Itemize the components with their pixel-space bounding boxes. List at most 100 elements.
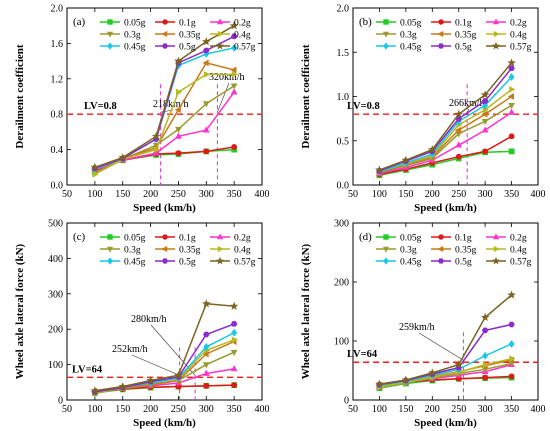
x-tick-label: 200 bbox=[425, 404, 440, 415]
legend: 0.05g 0.1g 0.2g 0.3g 0.35g 0.4g 0.45g 0.5g 0.57g bbox=[376, 18, 532, 53]
panel-label: (d) bbox=[359, 231, 372, 243]
speed-marker-leader bbox=[466, 108, 470, 113]
data-point-0.5g bbox=[481, 327, 489, 334]
legend-marker bbox=[162, 43, 168, 49]
panel-label: (c) bbox=[73, 231, 86, 243]
data-point-0.1g bbox=[175, 150, 182, 157]
x-axis-label: Speed (km/h) bbox=[133, 417, 196, 429]
series-line-0.45g bbox=[379, 76, 513, 173]
x-tick-label: 50 bbox=[348, 404, 358, 415]
data-point-0.1g bbox=[231, 382, 238, 389]
data-point-0.4g bbox=[92, 171, 99, 178]
data-point-0.2g bbox=[230, 88, 238, 95]
legend-marker bbox=[492, 41, 500, 50]
series-line-0.2g bbox=[379, 111, 512, 175]
data-point-0.57g bbox=[480, 312, 490, 322]
data-point-0.1g bbox=[482, 374, 489, 381]
x-tick-label: 100 bbox=[372, 189, 387, 200]
legend-marker bbox=[383, 257, 389, 265]
legend-label: 0.57g bbox=[234, 258, 256, 268]
legend-marker bbox=[107, 234, 113, 240]
data-point-0.1g bbox=[203, 382, 210, 389]
series-line-0.35g bbox=[379, 95, 512, 174]
data-point-0.3g bbox=[230, 349, 238, 356]
legend-marker bbox=[107, 42, 113, 50]
legend-marker bbox=[216, 18, 224, 25]
x-tick-label: 400 bbox=[531, 189, 546, 200]
data-point-0.57g bbox=[146, 376, 155, 385]
legend-label: 0.4g bbox=[510, 246, 527, 256]
y-tick-label: 0.8 bbox=[51, 110, 64, 121]
data-point-0.4g bbox=[203, 71, 211, 78]
legend-label: 0.3g bbox=[400, 31, 417, 41]
chart-panel-0: 50 100 150 200 250 300 350 400 0.0 0.4 0.8 1.2 1.6 2.… bbox=[14, 4, 270, 215]
data-point-0.35g bbox=[174, 106, 181, 114]
data-point-0.4g bbox=[153, 146, 160, 153]
x-axis-label: Speed (km/h) bbox=[414, 202, 477, 214]
legend-label: 0.2g bbox=[510, 234, 527, 244]
data-point-0.45g bbox=[231, 43, 238, 52]
y-axis-label: Derailment coefficient bbox=[14, 44, 26, 148]
y-tick-label: 0.0 bbox=[337, 181, 350, 192]
legend-label: 0.5g bbox=[179, 43, 196, 53]
legend: 0.05g 0.1g 0.2g 0.3g 0.35g 0.4g 0.45g 0.5g 0.57g bbox=[100, 18, 256, 53]
x-tick-label: 400 bbox=[531, 404, 546, 415]
legend-marker bbox=[216, 256, 224, 265]
data-point-0.2g bbox=[152, 149, 160, 156]
y-tick-label: 0 bbox=[58, 396, 63, 407]
x-tick-label: 300 bbox=[478, 189, 493, 200]
data-point-0.57g bbox=[202, 299, 211, 308]
y-tick-label: 2.0 bbox=[51, 4, 64, 15]
threshold-label: LV=64 bbox=[347, 349, 378, 360]
series-line-0.57g bbox=[94, 25, 235, 169]
x-tick-label: 150 bbox=[115, 189, 130, 200]
legend-marker bbox=[106, 31, 114, 38]
data-point-0.35g bbox=[481, 110, 488, 118]
data-point-0.1g bbox=[231, 144, 238, 150]
legend-marker bbox=[162, 19, 168, 25]
legend-marker bbox=[383, 42, 389, 50]
data-point-0.57g bbox=[401, 155, 411, 164]
y-tick-label: 2.0 bbox=[337, 4, 350, 15]
speed-marker-label: 280km/h bbox=[131, 314, 167, 325]
data-point-0.57g bbox=[454, 360, 463, 369]
y-tick-label: 1.0 bbox=[337, 92, 350, 103]
chart-panel-1: 50 100 150 200 250 300 350 400 0.0 0.5 1.0 1.5 2.0 Sp… bbox=[300, 4, 546, 215]
data-point-0.4g bbox=[176, 88, 183, 96]
legend-label: 0.1g bbox=[179, 19, 196, 29]
data-point-0.2g bbox=[230, 365, 238, 372]
legend-label: 0.4g bbox=[510, 31, 527, 41]
plot-frame bbox=[66, 7, 263, 186]
data-point-0.57g bbox=[428, 368, 437, 377]
x-tick-label: 350 bbox=[504, 404, 519, 415]
legend-label: 0.57g bbox=[510, 258, 532, 268]
data-point-0.3g bbox=[202, 362, 210, 369]
speed-marker-label: 266km/h bbox=[449, 98, 485, 109]
plot-frame bbox=[352, 222, 539, 401]
legend-marker bbox=[161, 30, 168, 38]
x-tick-label: 100 bbox=[87, 189, 102, 200]
legend-label: 0.05g bbox=[124, 234, 146, 244]
y-tick-label: 200 bbox=[48, 325, 63, 336]
legend-label: 0.05g bbox=[400, 234, 422, 244]
legend-label: 0.45g bbox=[400, 258, 422, 268]
legend-label: 0.05g bbox=[400, 19, 422, 29]
series-line-0.4g bbox=[94, 73, 235, 176]
panel-label: (b) bbox=[359, 16, 372, 28]
data-point-0.45g bbox=[482, 351, 489, 360]
data-point-0.5g bbox=[203, 47, 210, 54]
legend: 0.05g 0.1g 0.2g 0.3g 0.35g 0.4g 0.45g 0.5g 0.57g bbox=[376, 233, 532, 268]
legend-label: 0.35g bbox=[455, 31, 477, 41]
y-tick-label: 0.0 bbox=[51, 181, 64, 192]
legend-label: 0.2g bbox=[234, 234, 251, 244]
data-point-0.4g bbox=[509, 86, 516, 93]
data-point-0.35g bbox=[507, 93, 514, 100]
data-point-0.57g bbox=[118, 153, 127, 162]
data-point-0.45g bbox=[231, 328, 238, 337]
y-tick-label: 200 bbox=[334, 278, 349, 289]
data-point-0.5g bbox=[230, 33, 238, 40]
legend: 0.05g 0.1g 0.2g 0.3g 0.35g 0.4g 0.45g 0.5g 0.57g bbox=[100, 233, 256, 268]
y-tick-label: 100 bbox=[334, 337, 349, 348]
legend-label: 0.45g bbox=[124, 43, 146, 53]
speed-marker-label: 320km/h bbox=[209, 72, 245, 83]
